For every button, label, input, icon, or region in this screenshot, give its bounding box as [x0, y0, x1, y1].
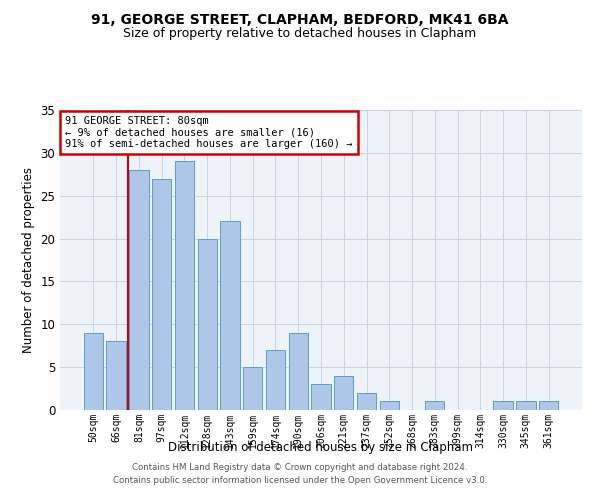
Bar [289, 333, 308, 410]
Bar [516, 402, 536, 410]
Bar [539, 402, 558, 410]
Bar [220, 222, 239, 410]
Bar [175, 162, 194, 410]
Bar [493, 402, 513, 410]
Bar [266, 350, 285, 410]
Bar [197, 238, 217, 410]
Bar [334, 376, 353, 410]
Bar [84, 333, 103, 410]
Text: Size of property relative to detached houses in Clapham: Size of property relative to detached ho… [124, 28, 476, 40]
Bar [357, 393, 376, 410]
Text: 91 GEORGE STREET: 80sqm
← 9% of detached houses are smaller (16)
91% of semi-det: 91 GEORGE STREET: 80sqm ← 9% of detached… [65, 116, 353, 149]
Bar [106, 342, 126, 410]
Bar [425, 402, 445, 410]
Bar [243, 367, 262, 410]
Text: Contains HM Land Registry data © Crown copyright and database right 2024.: Contains HM Land Registry data © Crown c… [132, 464, 468, 472]
Bar [380, 402, 399, 410]
Bar [311, 384, 331, 410]
Y-axis label: Number of detached properties: Number of detached properties [22, 167, 35, 353]
Text: Contains public sector information licensed under the Open Government Licence v3: Contains public sector information licen… [113, 476, 487, 485]
Bar [152, 178, 172, 410]
Text: 91, GEORGE STREET, CLAPHAM, BEDFORD, MK41 6BA: 91, GEORGE STREET, CLAPHAM, BEDFORD, MK4… [91, 12, 509, 26]
Text: Distribution of detached houses by size in Clapham: Distribution of detached houses by size … [169, 441, 473, 454]
Bar [129, 170, 149, 410]
